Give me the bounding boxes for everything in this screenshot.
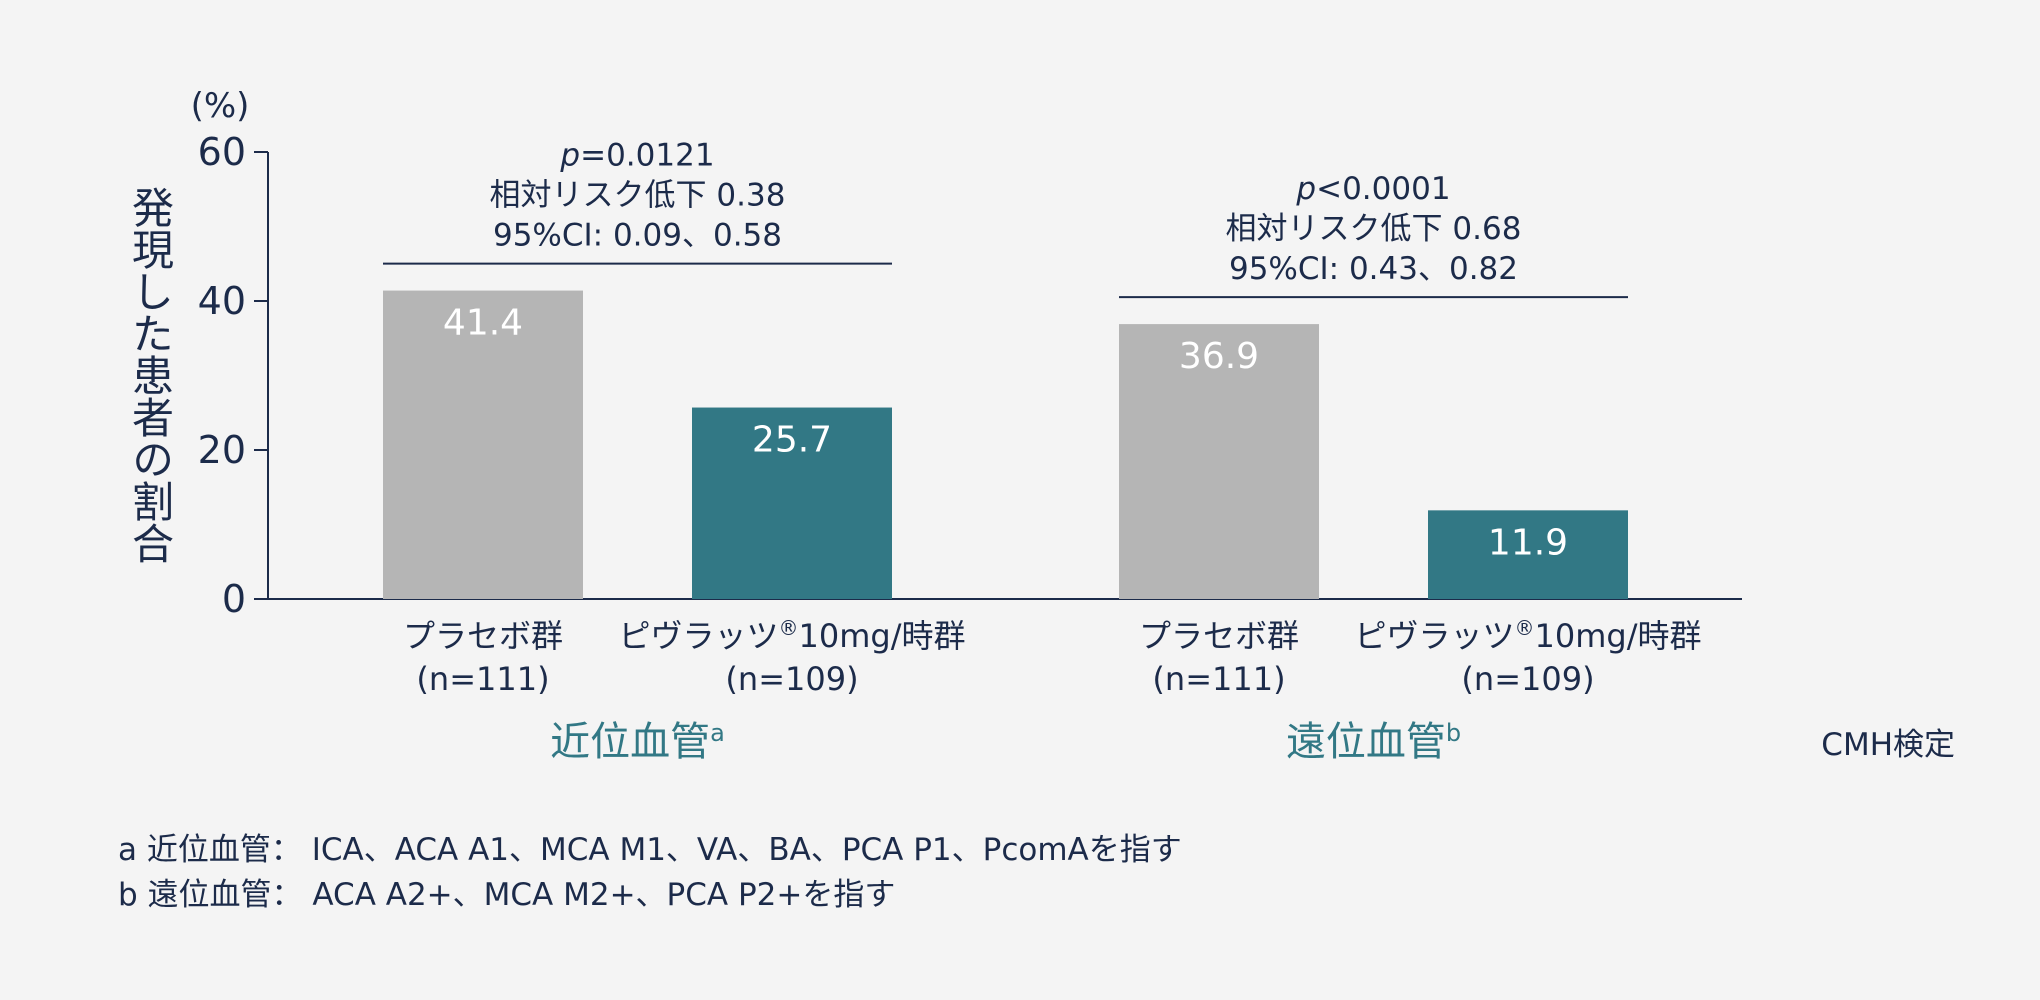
bar [1119, 324, 1319, 599]
bar-chart: 0 20 40 60(%) 発現した患者の割合 41.4 プラセボ群 (n=111) 25.7 ピ… [126, 86, 1956, 765]
ci-label: 95%CI: 0.43、0.82 [1229, 251, 1518, 287]
bar-value-label: 11.9 [1488, 522, 1568, 563]
category-n-label: (n=111) [416, 660, 549, 698]
y-tick-label: 20 [198, 428, 246, 472]
ci-label: 95%CI: 0.09、0.58 [493, 218, 782, 254]
y-tick-label: 40 [198, 279, 246, 323]
category-n-label: (n=109) [725, 660, 858, 698]
y-axis-title: 発現した患者の割合 [126, 186, 175, 564]
group-label: 近位血管a [550, 719, 725, 765]
risk-reduction-label: 相対リスク低下 0.68 [1226, 211, 1522, 247]
bar [692, 407, 892, 599]
footnote-a: a 近位血管： ICA、ACA A1、MCA M1、VA、BA、PCA P1、P… [118, 832, 1182, 868]
footnotes: a 近位血管： ICA、ACA A1、MCA M1、VA、BA、PCA P1、P… [118, 828, 1182, 918]
category-label: プラセボ群 [1139, 617, 1299, 655]
bar [383, 290, 583, 599]
category-n-label: (n=111) [1152, 660, 1285, 698]
category-label: プラセボ群 [403, 617, 563, 655]
y-tick-label: 0 [222, 577, 246, 621]
p-value-label: p=0.0121 [559, 138, 714, 174]
y-unit-label: (%) [191, 86, 250, 126]
category-label: ピヴラッツ®10mg/時群 [1354, 616, 1701, 655]
test-note: CMH検定 [1821, 727, 1955, 763]
bar-value-label: 25.7 [752, 420, 832, 461]
p-value-label: p<0.0001 [1295, 171, 1450, 207]
bar-value-label: 36.9 [1179, 336, 1259, 377]
category-label: ピヴラッツ®10mg/時群 [618, 616, 965, 655]
footnote-b: b 遠位血管： ACA A2+、MCA M2+、PCA P2+を指す [118, 877, 896, 913]
risk-reduction-label: 相対リスク低下 0.38 [490, 178, 786, 214]
group-label: 遠位血管b [1286, 719, 1461, 765]
bar-value-label: 41.4 [443, 303, 523, 344]
bar [1428, 510, 1628, 599]
category-n-label: (n=109) [1461, 660, 1594, 698]
y-tick-label: 60 [198, 130, 246, 174]
